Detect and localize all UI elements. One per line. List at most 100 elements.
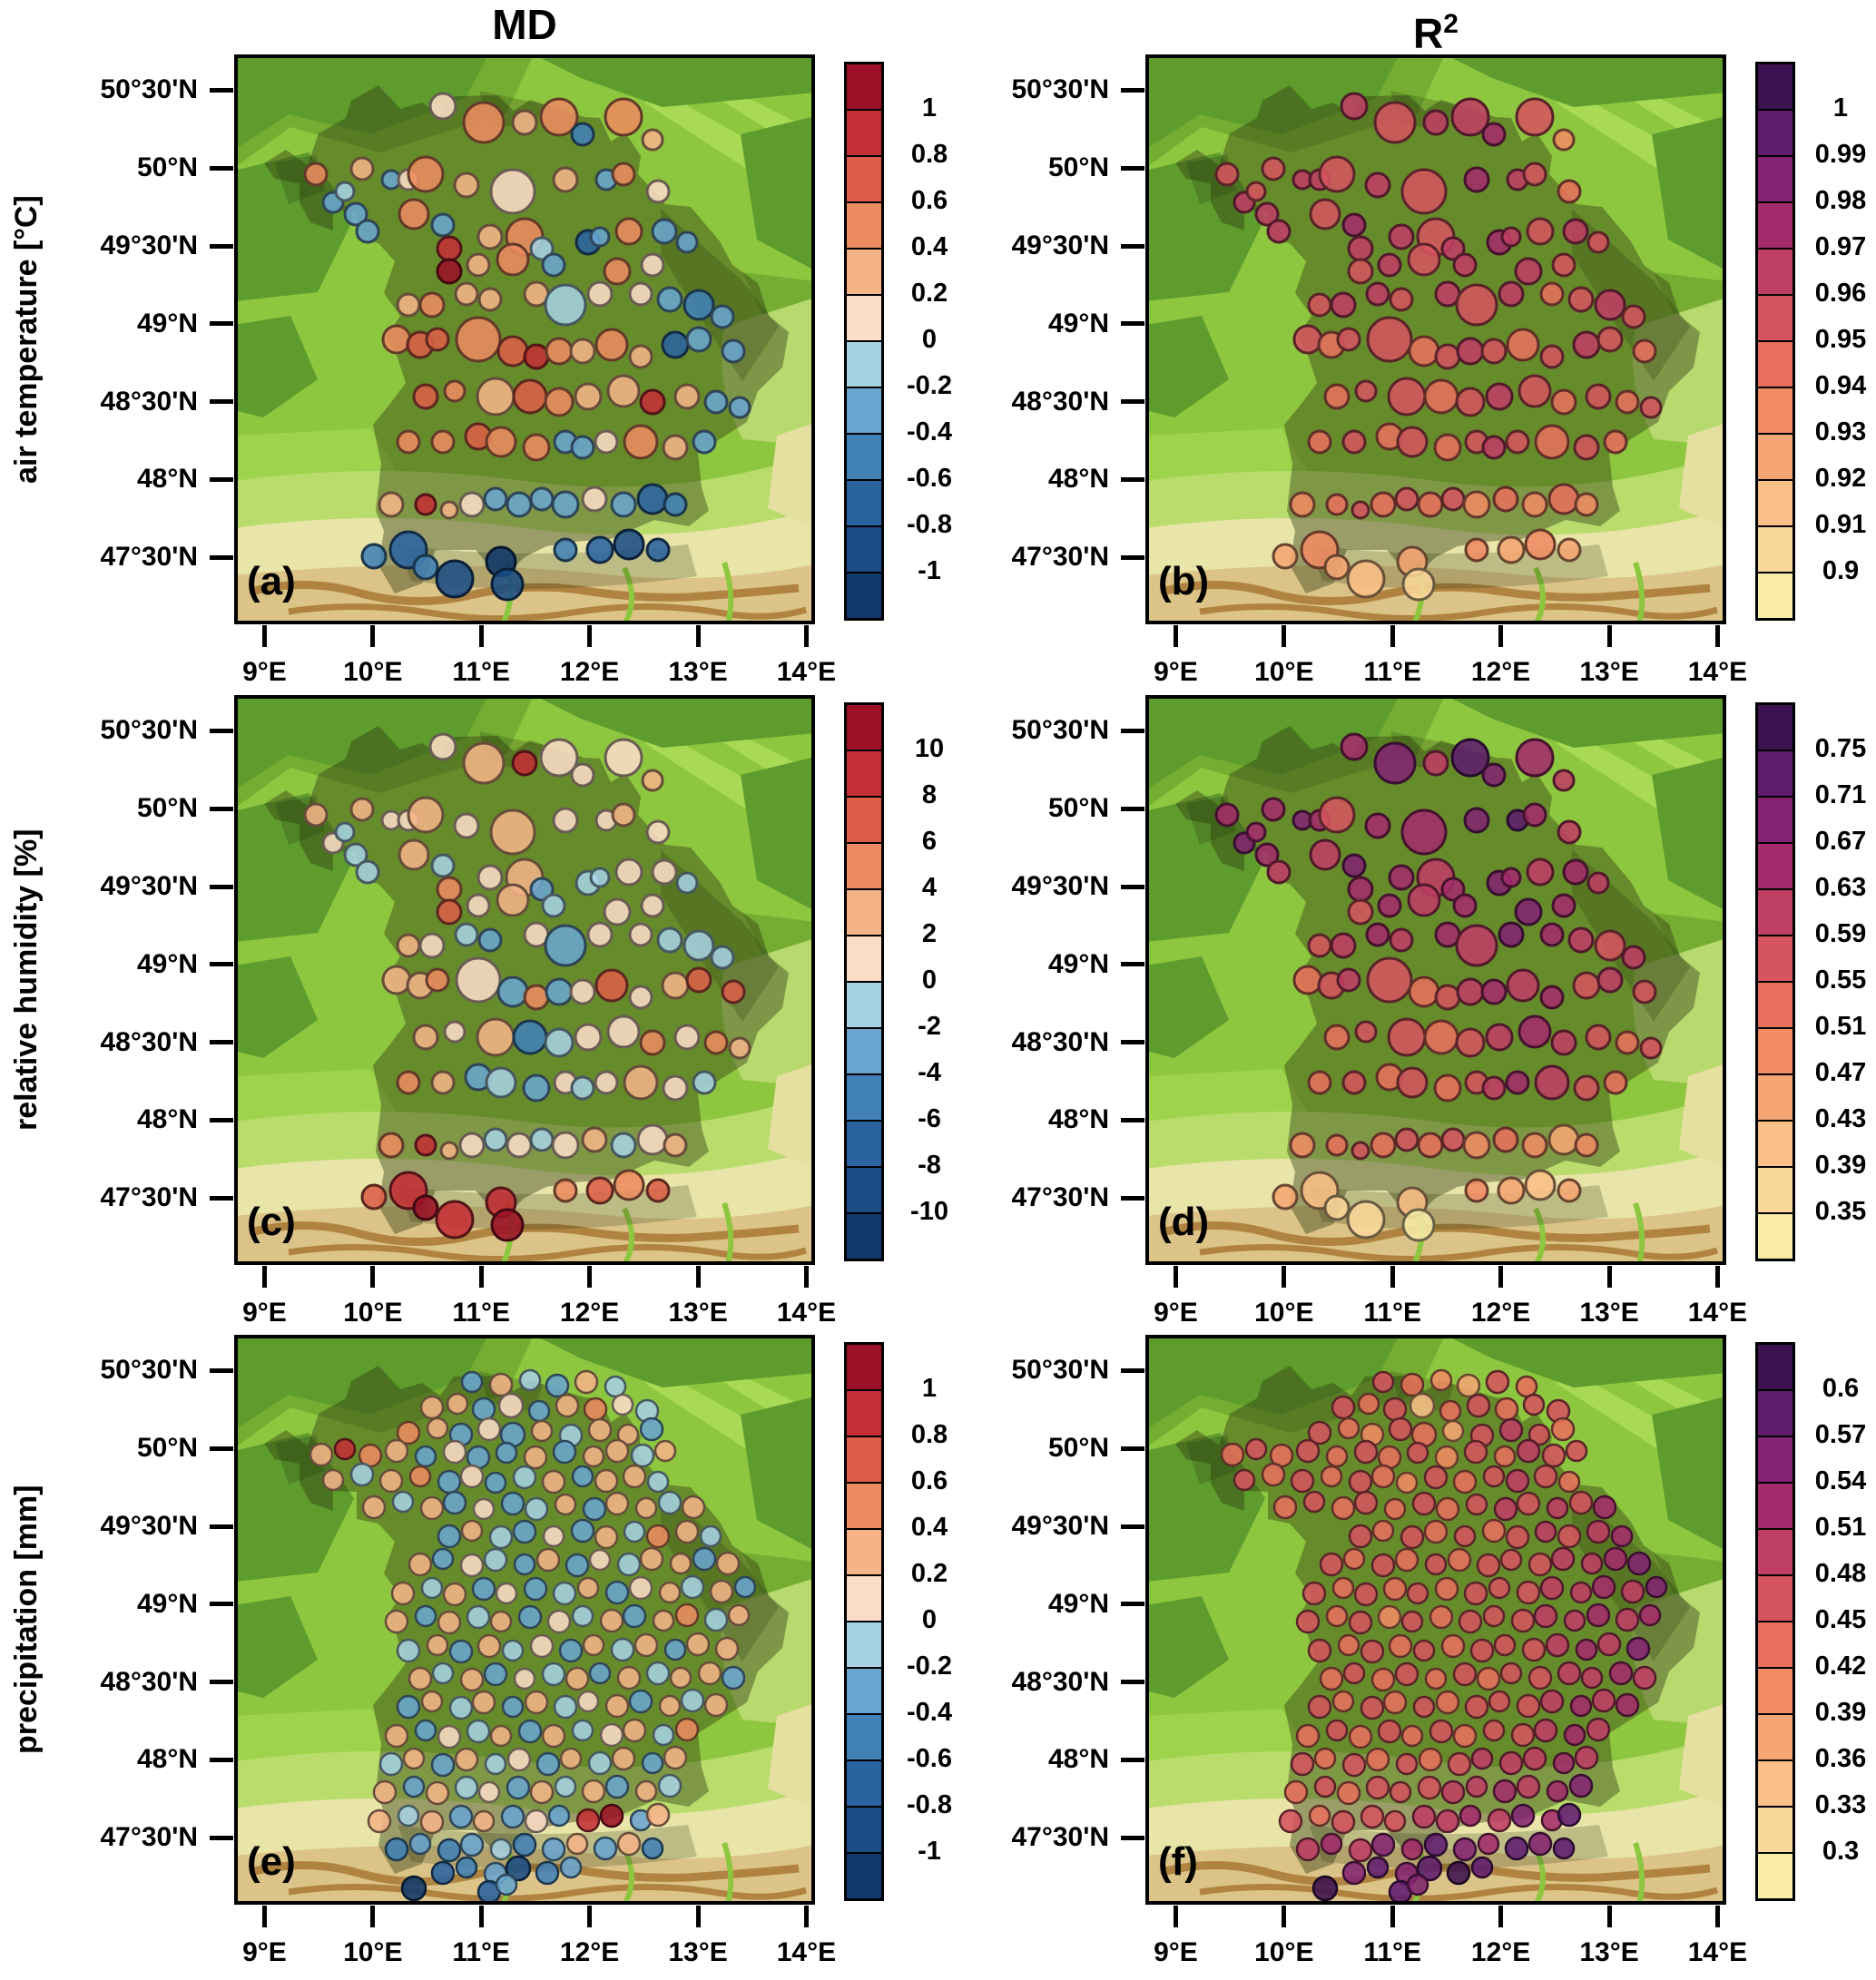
station-dot bbox=[1331, 1809, 1356, 1835]
lon-tick-mark bbox=[1498, 1266, 1504, 1288]
station-dot bbox=[414, 493, 437, 516]
station-dot bbox=[488, 1524, 514, 1550]
colorbar-cell bbox=[847, 250, 881, 296]
colorbar-tick-label: 0.94 bbox=[1814, 371, 1867, 400]
station-dot bbox=[1412, 1639, 1436, 1662]
station-dot bbox=[412, 1194, 439, 1221]
station-dot bbox=[1645, 1575, 1668, 1599]
colorbar-cell bbox=[847, 751, 881, 798]
colorbar-tick-label: 0.59 bbox=[1814, 919, 1867, 948]
station-dot bbox=[1573, 434, 1600, 461]
station-dot bbox=[505, 1855, 532, 1882]
station-dot bbox=[1394, 486, 1419, 512]
station-dot bbox=[1505, 429, 1530, 455]
station-dot bbox=[661, 971, 690, 1000]
station-dot bbox=[581, 485, 608, 513]
lat-tick-mark bbox=[1121, 806, 1144, 811]
station-dot bbox=[1453, 1524, 1477, 1548]
station-dot bbox=[489, 1838, 513, 1861]
station-dot bbox=[545, 1373, 570, 1398]
station-dot bbox=[1455, 387, 1486, 417]
lon-tick-label: 10°E bbox=[343, 1937, 403, 1967]
station-dot bbox=[408, 1465, 432, 1488]
station-dot bbox=[551, 490, 580, 519]
station-dot bbox=[390, 1581, 416, 1606]
station-dot bbox=[1481, 762, 1507, 788]
station-dot bbox=[402, 1747, 426, 1770]
station-dot bbox=[1412, 1695, 1436, 1719]
station-dot bbox=[454, 1747, 479, 1772]
station-dot bbox=[1481, 1075, 1507, 1101]
station-dot bbox=[1615, 1607, 1640, 1632]
station-dot bbox=[506, 1775, 531, 1800]
lon-tick-mark bbox=[587, 1266, 593, 1288]
station-dot bbox=[1311, 1875, 1339, 1902]
lat-tick-mark bbox=[1121, 1195, 1144, 1201]
station-dot bbox=[384, 1837, 409, 1862]
terrain-map bbox=[234, 54, 815, 624]
station-dot bbox=[1463, 1439, 1488, 1465]
lon-tick-mark bbox=[1173, 625, 1178, 647]
station-dot bbox=[1434, 984, 1461, 1011]
station-dot bbox=[396, 933, 421, 958]
station-dot bbox=[501, 1639, 525, 1662]
station-dot bbox=[1493, 1633, 1517, 1657]
station-dot bbox=[1440, 486, 1466, 512]
station-dot bbox=[1371, 1519, 1395, 1543]
station-dot bbox=[1603, 429, 1628, 455]
station-dot bbox=[1580, 1552, 1604, 1575]
lon-tick-label: 10°E bbox=[343, 1298, 403, 1328]
station-dot bbox=[675, 871, 699, 895]
station-dot bbox=[466, 1604, 491, 1630]
lat-tick-label: 48°N bbox=[1047, 1104, 1109, 1135]
colorbar-tick-label: 0.75 bbox=[1814, 734, 1867, 763]
station-dot bbox=[372, 1779, 398, 1805]
lat-tick-label: 50°N bbox=[1047, 793, 1109, 824]
station-dot bbox=[448, 1639, 474, 1664]
colorbar-tick-label: 0.51 bbox=[1814, 1012, 1867, 1041]
station-dot bbox=[553, 537, 578, 563]
station-dot bbox=[1331, 1690, 1355, 1713]
station-dot bbox=[1295, 1837, 1321, 1862]
station-dot bbox=[418, 932, 446, 959]
station-dot bbox=[1307, 1420, 1332, 1446]
station-dot bbox=[628, 985, 653, 1010]
row-title-precipitation: precipitation [mm] bbox=[9, 1485, 44, 1755]
station-dot bbox=[1429, 1719, 1454, 1744]
station-dot bbox=[1364, 812, 1391, 839]
station-dot bbox=[1331, 1576, 1355, 1600]
station-dot bbox=[645, 1524, 671, 1549]
station-dot bbox=[1388, 223, 1415, 250]
station-dot bbox=[1214, 162, 1240, 187]
station-dot bbox=[1272, 1183, 1299, 1211]
station-dot bbox=[455, 1856, 478, 1879]
station-dot bbox=[1342, 1661, 1366, 1685]
station-dot bbox=[1408, 975, 1440, 1008]
station-dot bbox=[1337, 1416, 1360, 1440]
lon-tick-mark bbox=[695, 1266, 701, 1288]
station-dot bbox=[1418, 1747, 1443, 1772]
station-dot bbox=[1323, 1194, 1351, 1221]
station-dot bbox=[645, 537, 671, 563]
station-dot bbox=[1347, 235, 1374, 262]
station-dot bbox=[1320, 1832, 1343, 1856]
station-dot bbox=[378, 1468, 404, 1494]
station-dot bbox=[1336, 327, 1361, 352]
station-dot bbox=[587, 1417, 613, 1443]
station-dot bbox=[476, 1416, 502, 1442]
station-dot bbox=[594, 1468, 619, 1494]
station-dot bbox=[529, 1127, 555, 1152]
lon-tick-label: 12°E bbox=[1470, 1298, 1531, 1328]
station-dot bbox=[645, 179, 671, 204]
station-dot bbox=[381, 324, 412, 355]
station-dot bbox=[1440, 1779, 1466, 1805]
colorbar-tick-label: 0.3 bbox=[1822, 1837, 1860, 1866]
lon-tick-mark bbox=[261, 1266, 267, 1288]
station-dot bbox=[488, 1372, 514, 1397]
colorbar-tick-label: 0 bbox=[921, 1605, 938, 1634]
station-dot bbox=[1370, 1832, 1396, 1857]
station-dot bbox=[408, 1552, 433, 1577]
station-dot bbox=[1596, 326, 1624, 353]
station-dot bbox=[1351, 500, 1370, 520]
station-dot bbox=[1574, 1132, 1599, 1158]
